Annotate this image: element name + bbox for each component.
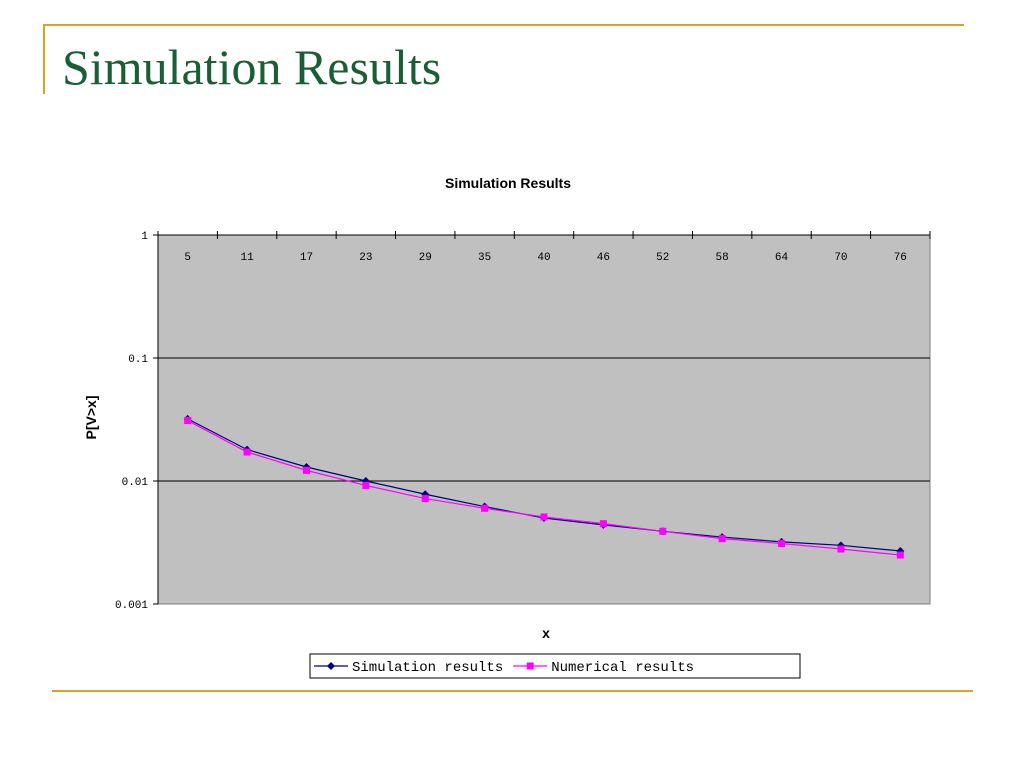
x-tick-label: 17 (300, 252, 313, 264)
numerical-point (778, 540, 786, 548)
x-tick-label: 23 (359, 252, 372, 264)
bottom-rule (52, 690, 973, 692)
x-tick-label: 29 (419, 252, 432, 264)
numerical-point (362, 481, 370, 489)
legend-box (309, 653, 801, 679)
legend-swatch-marker (327, 662, 335, 670)
y-tick-label: 0.1 (128, 354, 148, 366)
y-tick-label: 0.001 (115, 600, 148, 612)
y-axis-label: P[V>x] (83, 396, 99, 440)
x-tick-label: 58 (716, 252, 729, 264)
legend-label-simulation: Simulation results (352, 660, 503, 676)
slide-title: Simulation Results (62, 39, 442, 95)
plot-area (157, 234, 931, 605)
x-tick-label: 46 (597, 252, 610, 264)
numerical-point (302, 466, 310, 474)
numerical-point (718, 535, 726, 543)
x-axis-label: x (542, 625, 550, 641)
numerical-point (184, 417, 192, 425)
x-tick-label: 5 (184, 252, 191, 264)
chart-title: Simulation Results (445, 175, 571, 191)
top-rule (43, 24, 964, 26)
x-tick-label: 35 (478, 252, 491, 264)
x-tick-label: 64 (775, 252, 789, 264)
numerical-point (243, 448, 251, 456)
numerical-point (896, 551, 904, 559)
legend-label-numerical: Numerical results (551, 660, 694, 676)
y-tick-label: 0.01 (122, 477, 149, 489)
legend-swatch-marker (526, 662, 534, 670)
x-tick-label: 52 (656, 252, 669, 264)
numerical-point (421, 495, 429, 503)
y-tick-label: 1 (141, 231, 148, 243)
x-tick-label: 70 (834, 252, 847, 264)
numerical-point (659, 527, 667, 535)
numerical-point (540, 513, 548, 521)
x-tick-label: 40 (537, 252, 550, 264)
numerical-point (599, 520, 607, 528)
x-tick-label: 11 (240, 252, 254, 264)
x-tick-label: 76 (894, 252, 907, 264)
numerical-point (481, 504, 489, 512)
numerical-point (837, 545, 845, 553)
left-rule (43, 24, 45, 94)
